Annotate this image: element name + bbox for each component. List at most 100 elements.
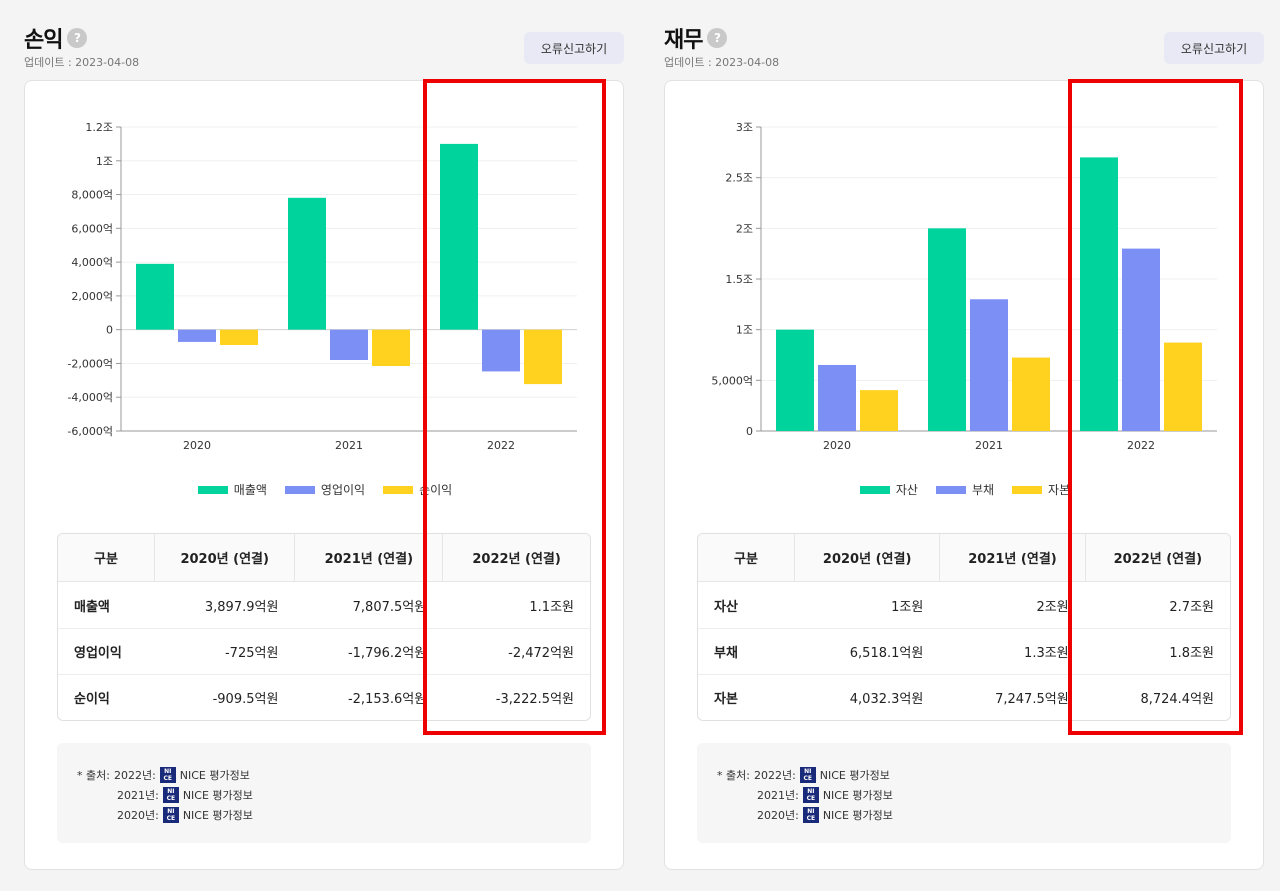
legend-label: 매출액 bbox=[233, 483, 267, 497]
source-year: 2020년: bbox=[757, 809, 799, 822]
table-header: 2021년 (연결) bbox=[294, 534, 443, 582]
chart-legend: 매출액 영업이익 순이익 bbox=[25, 481, 625, 498]
source-prefix: * 출처: bbox=[77, 769, 110, 782]
table-cell: 3,897.9억원 bbox=[204, 599, 279, 615]
table-header-row: 구분 2020년 (연결) 2021년 (연결) 2022년 (연결) bbox=[698, 534, 1230, 582]
financial-title: 재무 bbox=[664, 28, 703, 53]
bar bbox=[970, 299, 1008, 431]
legend-item[interactable]: 매출액 bbox=[197, 481, 267, 498]
source-provider: NICE 평가정보 bbox=[819, 769, 890, 782]
source-row: 2020년: NI CE NICE 평가정보 bbox=[117, 807, 253, 823]
bar bbox=[482, 329, 520, 372]
legend-item[interactable]: 자산 bbox=[859, 481, 918, 498]
bar bbox=[288, 197, 326, 330]
legend-swatch bbox=[383, 485, 414, 494]
nice-logo-icon: NI CE bbox=[802, 787, 819, 803]
bar bbox=[440, 143, 478, 330]
source-prefix: * 출처: bbox=[717, 769, 750, 782]
y-tick-label: 1.5조 bbox=[725, 273, 753, 286]
y-tick-label: 0 bbox=[106, 324, 113, 337]
table-header: 2021년 (연결) bbox=[939, 534, 1085, 582]
financial-table: 구분 2020년 (연결) 2021년 (연결) 2022년 (연결) 자산 1… bbox=[697, 533, 1231, 721]
row-label: 매출액 bbox=[74, 599, 110, 615]
bar bbox=[928, 228, 966, 431]
table-cell: -3,222.5억원 bbox=[442, 674, 590, 720]
legend-label: 순이익 bbox=[419, 483, 453, 497]
bar bbox=[1122, 248, 1160, 431]
y-tick-label: 4,000억 bbox=[71, 256, 113, 269]
table-cell: 7,807.5억원 bbox=[352, 599, 427, 615]
x-tick-label: 2020 bbox=[823, 439, 851, 452]
legend-swatch bbox=[935, 485, 966, 494]
financial-panel: 재무 ? 업데이트 : 2023-04-08 오류신고하기 3조 2.5조 2조 1.… bbox=[664, 0, 1264, 891]
bar bbox=[776, 329, 814, 431]
table-header: 2022년 (연결) bbox=[442, 534, 590, 582]
bar bbox=[1012, 357, 1050, 431]
table-cell: 4,032.3억원 bbox=[794, 674, 940, 720]
bar bbox=[220, 329, 258, 346]
y-tick-label: 1조 bbox=[736, 324, 753, 337]
y-tick-label: 2.5조 bbox=[725, 172, 753, 185]
x-tick-label: 2022 bbox=[487, 439, 515, 452]
table-cell: 1.8조원 bbox=[1084, 628, 1230, 674]
source-provider: NICE 평가정보 bbox=[182, 789, 253, 802]
table-cell: -725억원 bbox=[154, 628, 295, 674]
source-provider: NICE 평가정보 bbox=[182, 809, 253, 822]
chart-legend: 자산 부채 자본 bbox=[665, 481, 1265, 498]
legend-item[interactable]: 영업이익 bbox=[284, 481, 366, 498]
nice-logo-icon: NI CE bbox=[802, 807, 819, 823]
source-row: 2021년: NI CE NICE 평가정보 bbox=[757, 787, 893, 803]
bar bbox=[136, 263, 174, 330]
legend-label: 자산 bbox=[895, 483, 918, 497]
source-year: 2020년: bbox=[117, 809, 159, 822]
table-cell: -1,796.2억원 bbox=[294, 628, 443, 674]
legend-item[interactable]: 부채 bbox=[935, 481, 995, 498]
nice-logo-icon: NI CE bbox=[799, 767, 816, 783]
financial-title-row: 재무 ? bbox=[664, 22, 728, 54]
source-year: 2021년: bbox=[117, 789, 159, 802]
y-tick-label: 1.2조 bbox=[85, 121, 113, 134]
table-header: 2020년 (연결) bbox=[154, 534, 295, 582]
y-tick-label: -4,000억 bbox=[67, 391, 113, 404]
source-row: 2021년: NI CE NICE 평가정보 bbox=[117, 787, 253, 803]
nice-logo-icon: NI CE bbox=[162, 787, 179, 803]
update-date: 업데이트 : 2023-04-08 bbox=[24, 56, 140, 69]
row-label: 자산 bbox=[714, 599, 738, 615]
legend-item[interactable]: 자본 bbox=[1012, 481, 1070, 498]
x-tick-label: 2022 bbox=[1127, 439, 1155, 452]
source-year: 2022년: bbox=[753, 769, 796, 782]
legend-label: 부채 bbox=[971, 483, 995, 497]
bar bbox=[330, 329, 368, 361]
report-error-button[interactable]: 오류신고하기 bbox=[524, 32, 624, 64]
table-cell: 8,724.4억원 bbox=[1084, 674, 1230, 720]
nice-logo-icon: NI CE bbox=[159, 767, 176, 783]
help-icon[interactable]: ? bbox=[707, 28, 728, 48]
bar bbox=[818, 364, 856, 431]
table-header-row: 구분 2020년 (연결) 2021년 (연결) 2022년 (연결) bbox=[58, 534, 590, 582]
row-label: 순이익 bbox=[58, 674, 154, 720]
update-date: 업데이트 : 2023-04-08 bbox=[664, 56, 780, 69]
table-row: 자본 4,032.3억원 7,247.5억원 8,724.4억원 bbox=[698, 674, 1230, 720]
source-provider: NICE 평가정보 bbox=[179, 769, 250, 782]
legend-item[interactable]: 순이익 bbox=[383, 481, 452, 498]
table-row: 자산 1조원 2조원 2.7조원 bbox=[698, 582, 1230, 628]
source-year: 2021년: bbox=[757, 789, 799, 802]
y-tick-label: 1조 bbox=[96, 155, 113, 168]
report-error-button[interactable]: 오류신고하기 bbox=[1164, 32, 1264, 64]
legend-label: 자본 bbox=[1048, 483, 1071, 497]
profit-loss-card: 1.2조 1조 8,000억 6,000억 4,000억 2,000억 0 -2,000억 -4… bbox=[24, 80, 624, 870]
table-row: 매출액 3,897.9억원 7,807.5억원 1.1조원 bbox=[58, 582, 590, 628]
table-row: 순이익 -909.5억원 -2,153.6억원 -3,222.5억원 bbox=[58, 674, 590, 720]
profit-loss-title-row: 손익 ? bbox=[24, 22, 88, 54]
help-icon[interactable]: ? bbox=[67, 28, 88, 48]
y-tick-label: 8,000억 bbox=[71, 189, 113, 202]
x-tick-label: 2021 bbox=[975, 439, 1003, 452]
table-cell: 1조원 bbox=[891, 599, 924, 615]
y-tick-label: 3조 bbox=[736, 121, 753, 134]
bar bbox=[372, 329, 410, 367]
table-header: 구분 bbox=[58, 534, 154, 582]
row-label: 영업이익 bbox=[58, 628, 154, 674]
legend-label: 영업이익 bbox=[320, 483, 366, 497]
legend-swatch bbox=[197, 485, 228, 494]
y-tick-label: 5,000억 bbox=[711, 374, 753, 387]
